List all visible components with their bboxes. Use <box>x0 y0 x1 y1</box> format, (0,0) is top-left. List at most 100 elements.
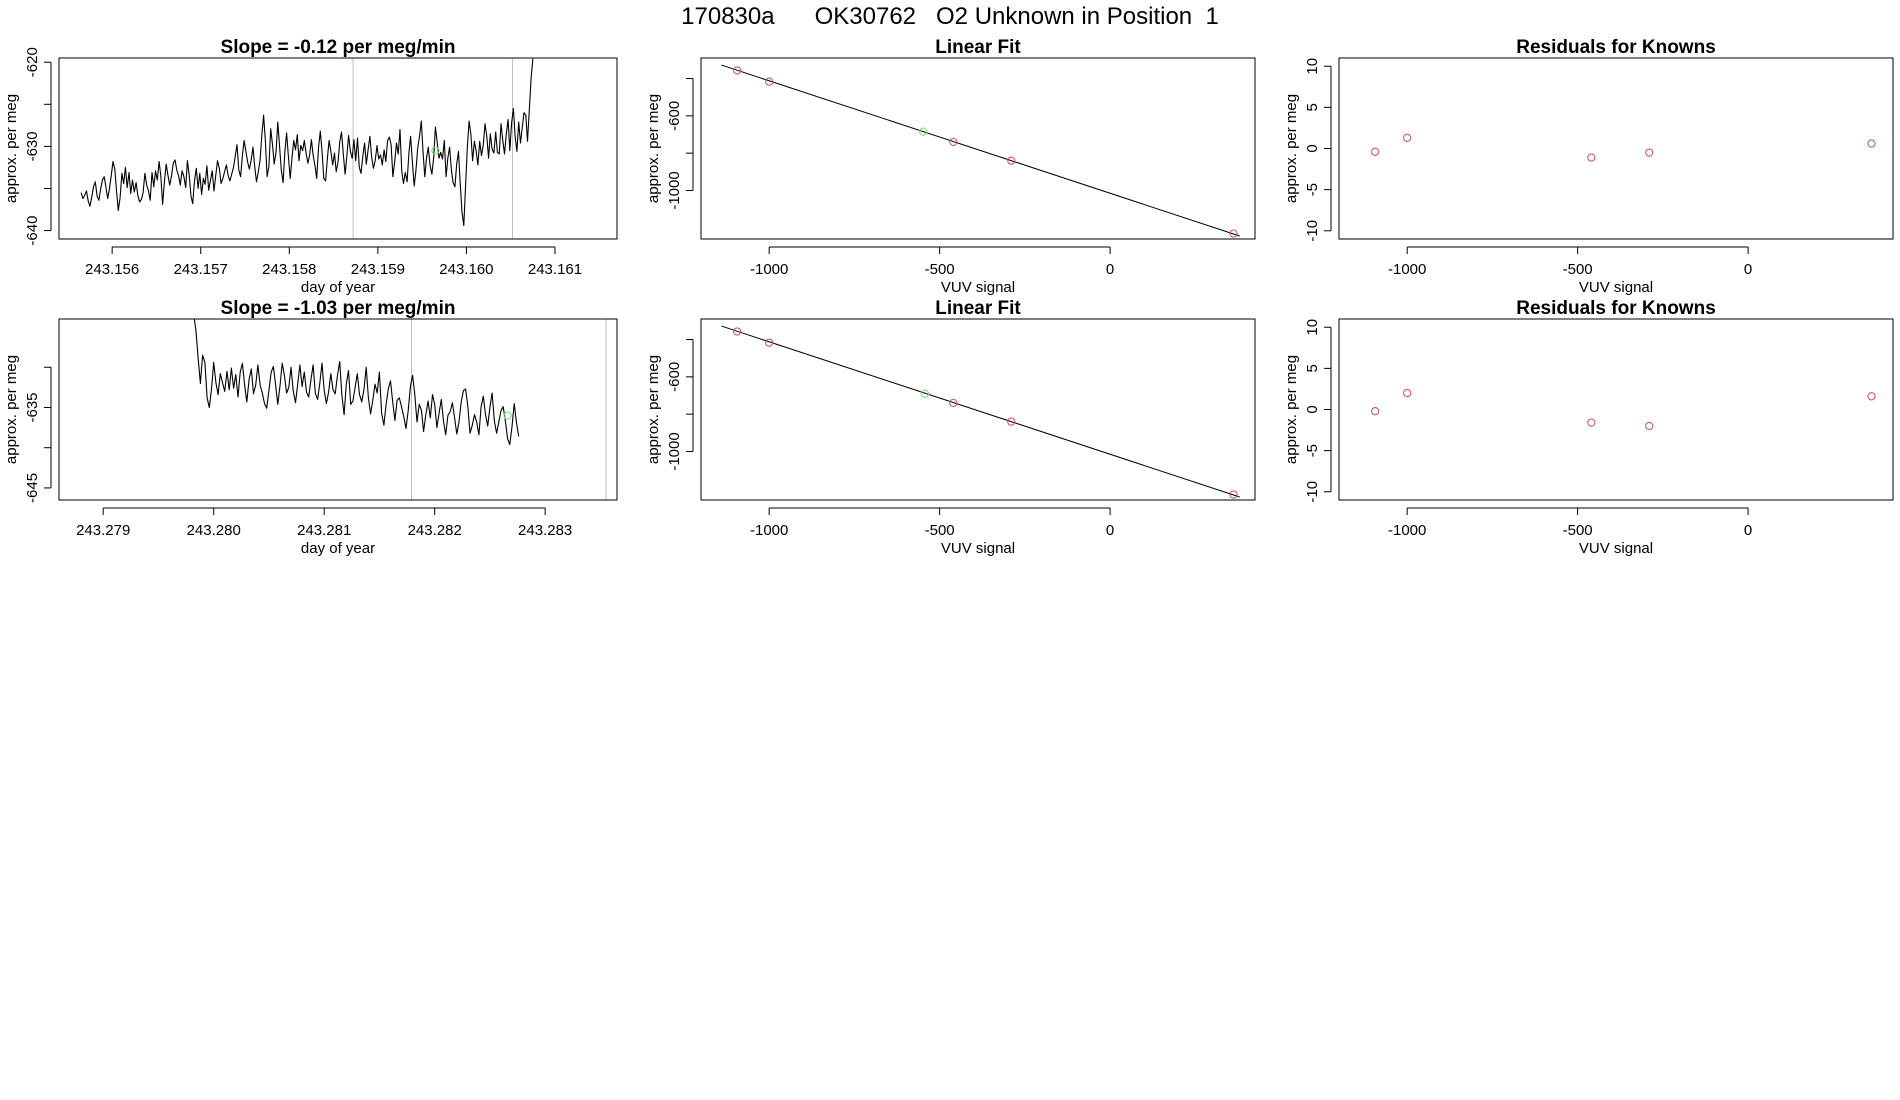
y-tick-label: -1000 <box>666 171 683 209</box>
y-tick-label: -10 <box>1304 481 1321 503</box>
x-tick-label: 243.160 <box>439 261 493 278</box>
y-axis-label: approx. per meg <box>645 355 662 464</box>
x-tick-label: 243.161 <box>528 261 582 278</box>
plot-area <box>80 58 534 239</box>
residual-point <box>1645 421 1654 431</box>
known-point <box>949 398 958 408</box>
x-tick-label: -500 <box>925 522 955 539</box>
y-tick-label: 10 <box>1304 58 1321 75</box>
x-tick-label: 243.279 <box>76 522 130 539</box>
residual-point <box>1370 147 1380 156</box>
y-tick-label: 0 <box>1304 405 1321 413</box>
plot-area <box>193 319 607 500</box>
x-tick-label: -500 <box>1563 261 1593 278</box>
y-tick-label: 5 <box>1304 103 1321 111</box>
x-tick-label: 0 <box>1106 522 1114 539</box>
x-tick-label: -1000 <box>1388 522 1426 539</box>
series-line-signal <box>80 58 534 227</box>
known-point <box>765 338 774 347</box>
y-axis-label: approx. per meg <box>645 94 662 203</box>
x-tick-label: 0 <box>1744 522 1752 539</box>
x-axis-label: VUV signal <box>1579 279 1653 296</box>
chart-panel-res1: Residuals for Knowns VUV signal approx. pe… <box>1283 37 1894 296</box>
chart-title: Linear Fit <box>935 37 1021 58</box>
x-tick-label: 243.281 <box>297 522 351 539</box>
y-axis-label: approx. per meg <box>3 355 20 464</box>
plot-area <box>721 325 1240 499</box>
x-tick-label: 0 <box>1744 261 1752 278</box>
residual-point <box>1867 139 1876 148</box>
residual-point <box>1370 406 1380 416</box>
plot-frame <box>58 318 618 501</box>
x-tick-label: -1000 <box>750 261 788 278</box>
y-axis-label: approx. per meg <box>1283 355 1300 464</box>
known-point <box>1007 417 1016 426</box>
residual-point <box>1587 418 1596 427</box>
x-tick-label: 243.280 <box>187 522 241 539</box>
plot-frame <box>700 57 1256 240</box>
page-title: 170830a OK30762 O2 Unknown in Position 1 <box>681 3 1219 30</box>
x-tick-label: 243.158 <box>262 261 316 278</box>
chart-title: Slope = -0.12 per meg/min <box>221 37 456 58</box>
y-axis-label: approx. per meg <box>3 94 20 203</box>
y-tick-label: -620 <box>24 47 41 77</box>
y-tick-label: 0 <box>1304 144 1321 152</box>
residual-point <box>1645 148 1654 157</box>
chart-panel-res2: Residuals for Knowns VUV signal approx. pe… <box>1283 298 1894 557</box>
y-tick-label: -635 <box>24 392 41 422</box>
plot-frame <box>700 318 1256 501</box>
x-axis-label: VUV signal <box>941 279 1015 296</box>
unknown-point <box>919 127 928 136</box>
known-point <box>949 137 958 147</box>
y-tick-label: -5 <box>1304 444 1321 457</box>
known-point <box>1229 490 1238 499</box>
known-point <box>765 77 774 86</box>
y-tick-label: -630 <box>24 131 41 161</box>
unknown-point-marker <box>503 411 512 420</box>
unknown-point <box>920 389 930 398</box>
y-tick-label: -600 <box>666 362 683 392</box>
x-axis-label: VUV signal <box>941 540 1015 557</box>
plot-frame <box>58 57 618 240</box>
y-tick-label: -600 <box>666 101 683 131</box>
plot-area <box>1370 133 1876 162</box>
chart-panel-ts1: Slope = -0.12 per meg/min day of year appr… <box>3 37 618 296</box>
chart-title: Residuals for Knowns <box>1516 298 1716 319</box>
y-tick-label: -5 <box>1304 183 1321 196</box>
known-point <box>732 66 742 75</box>
chart-panel-ts2: Slope = -1.03 per meg/min day of year appr… <box>3 298 618 557</box>
chart-title: Slope = -1.03 per meg/min <box>221 298 456 319</box>
residual-point <box>1403 133 1412 142</box>
x-tick-label: 243.159 <box>351 261 405 278</box>
y-axis-label: approx. per meg <box>1283 94 1300 203</box>
y-tick-label: -645 <box>24 473 41 503</box>
y-tick-label: -10 <box>1304 220 1321 242</box>
plot-area <box>721 64 1240 238</box>
x-tick-label: 243.282 <box>408 522 462 539</box>
plot-frame <box>1338 57 1894 240</box>
x-axis-label: VUV signal <box>1579 540 1653 557</box>
x-tick-label: -1000 <box>1388 261 1426 278</box>
residual-point <box>1587 153 1596 162</box>
plot-area <box>1370 388 1876 431</box>
fit-line <box>721 64 1240 237</box>
x-tick-label: -1000 <box>750 522 788 539</box>
series-line-signal <box>193 319 520 446</box>
x-axis-label: day of year <box>301 540 375 557</box>
fit-line <box>721 325 1240 498</box>
x-tick-label: 243.283 <box>518 522 572 539</box>
chart-title: Linear Fit <box>935 298 1021 319</box>
unknown-point-marker <box>431 146 440 155</box>
x-tick-label: -500 <box>1563 522 1593 539</box>
residual-point <box>1403 388 1412 398</box>
x-tick-label: 243.156 <box>85 261 139 278</box>
y-tick-label: -640 <box>24 216 41 246</box>
x-tick-label: 243.157 <box>174 261 228 278</box>
x-tick-label: -500 <box>925 261 955 278</box>
y-tick-label: -1000 <box>666 432 683 470</box>
known-point <box>1229 229 1238 238</box>
x-axis-label: day of year <box>301 279 375 296</box>
